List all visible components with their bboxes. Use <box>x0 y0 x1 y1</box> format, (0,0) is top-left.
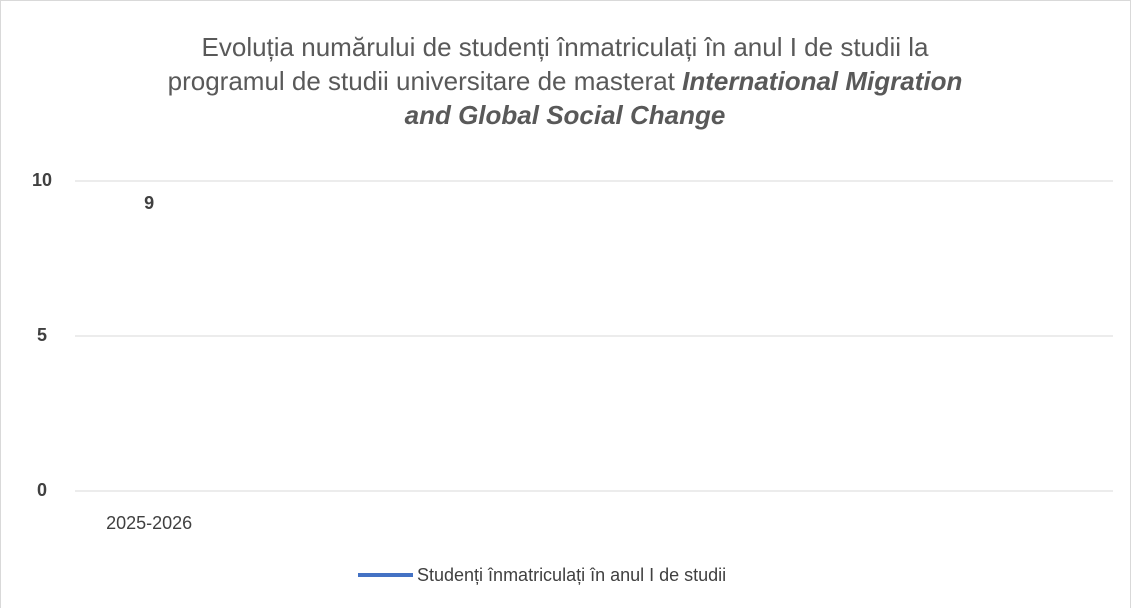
data-label: 9 <box>144 193 154 213</box>
y-tick-label: 10 <box>32 170 52 190</box>
y-tick-label: 0 <box>37 480 47 500</box>
title-emphasis: International Migration and Global Socia… <box>404 66 963 130</box>
x-tick-label: 2025-2026 <box>106 513 192 533</box>
y-tick-label: 5 <box>37 325 47 345</box>
legend-label: Studenți înmatriculați în anul I de stud… <box>417 565 726 585</box>
chart-title: Evoluția numărului de studenți înmatricu… <box>145 30 985 132</box>
title-text: Evoluția numărului de studenți înmatricu… <box>167 32 929 96</box>
